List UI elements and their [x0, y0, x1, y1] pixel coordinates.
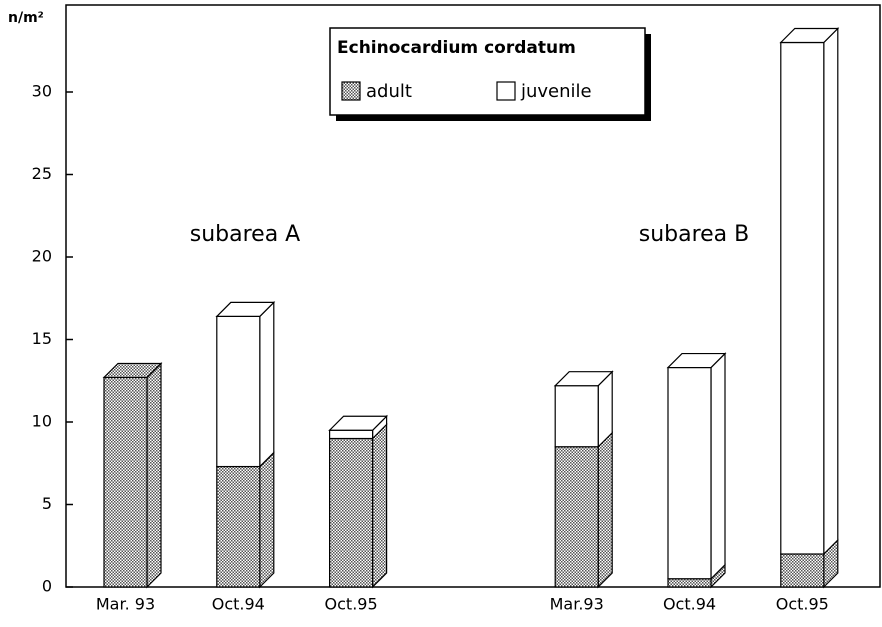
- bar: [103, 376, 148, 588]
- bar-top: [215, 301, 276, 317]
- bar-top: [666, 352, 727, 369]
- legend-label: adult: [366, 81, 412, 102]
- legend-swatch: [496, 81, 516, 101]
- bar: [216, 465, 261, 588]
- bar: [780, 41, 825, 555]
- bar: [329, 437, 374, 588]
- bar: [329, 429, 374, 440]
- x-tick-label: Oct.94: [212, 595, 265, 614]
- y-tick-label: 20: [32, 247, 52, 266]
- bar-side: [597, 431, 613, 589]
- bar: [780, 553, 825, 588]
- bar-side: [259, 451, 275, 589]
- bar: [216, 315, 261, 468]
- y-axis-label: n/m²: [8, 10, 44, 26]
- bar: [554, 385, 599, 448]
- bar-top: [328, 415, 389, 431]
- bar-top: [779, 27, 840, 44]
- y-tick-label: 15: [32, 329, 52, 348]
- legend-box: [329, 27, 646, 116]
- y-tick-label: 10: [32, 412, 52, 431]
- x-tick-label: Mar.93: [550, 595, 604, 614]
- x-tick-label: Oct.94: [663, 595, 716, 614]
- bar-side: [146, 362, 162, 589]
- y-tick-label: 30: [32, 82, 52, 101]
- bar: [667, 578, 712, 588]
- x-tick-label: Oct.95: [776, 595, 829, 614]
- plot-frame: [65, 4, 881, 588]
- bar-side: [710, 352, 726, 581]
- y-tick-label: 25: [32, 164, 52, 183]
- legend-label: juvenile: [520, 81, 592, 102]
- bar-top: [553, 371, 614, 387]
- bar-side: [372, 423, 388, 589]
- x-tick-label: Oct.95: [325, 595, 378, 614]
- legend-swatch: [341, 81, 361, 101]
- y-tick-label: 5: [42, 494, 52, 513]
- bar-side: [823, 27, 839, 556]
- annotation: subarea B: [639, 222, 750, 247]
- bar-top: [102, 362, 163, 379]
- bar-side: [259, 300, 275, 468]
- legend-title: Echinocardium cordatum: [337, 38, 576, 58]
- x-tick-label: Mar. 93: [96, 595, 155, 614]
- y-tick-label: 0: [42, 577, 52, 596]
- bar: [667, 366, 712, 580]
- bar: [554, 446, 599, 588]
- annotation: subarea A: [190, 222, 300, 247]
